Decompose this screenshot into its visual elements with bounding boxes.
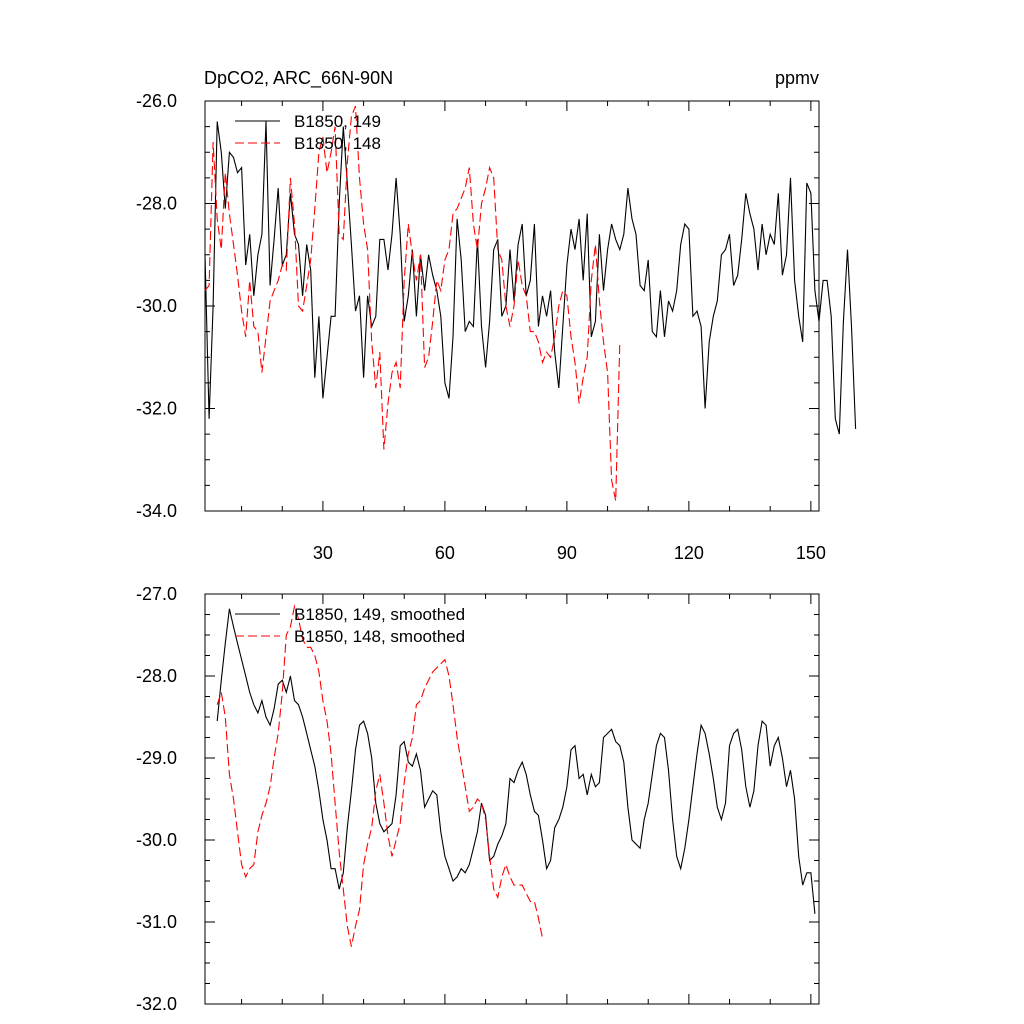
y-tick-label: -34.0 [136,501,177,521]
y-tick-label: -30.0 [136,296,177,316]
plot-frame-bottom [204,593,820,1005]
legend-top: B1850, 149 B1850, 148 [235,112,381,153]
chart-title: DpCO2, ARC_66N-90N [204,68,393,89]
series-group-bottom [216,604,816,947]
top-panel: DpCO2, ARC_66N-90N ppmv -34.0-32.0-30.0-… [136,68,857,563]
x-tick-label: 30 [313,543,333,563]
x-tick-label: 150 [796,543,826,563]
series-group-top [204,105,857,501]
axis-ticks-bottom: -32.0 -31.0 -30.0 -29.0 -28.0 -27.0 [136,584,819,1014]
legend-bottom: B1850, 149, smoothed B1850, 148, smoothed [235,605,465,646]
y-tick-label: -26.0 [136,91,177,111]
series-line-2 [204,105,621,501]
series-line-2 [216,604,544,947]
y-tick-label: -28.0 [136,194,177,214]
y-tick-label: -32.0 [136,994,177,1014]
axis-ticks-top: -34.0 -32.0 -30.0 -28.0 -26.0 30 60 90 120 150 [136,91,826,563]
bottom-panel: -32.0 -31.0 -30.0 -29.0 -28.0 -27.0 B1850, 14… [136,584,820,1014]
units-label: ppmv [775,68,819,88]
plot-frame-top [204,100,820,512]
series-line-1 [216,608,816,914]
legend-label: B1850, 149, smoothed [294,605,465,624]
legend-label: B1850, 148, smoothed [294,627,465,646]
y-tick-label: -32.0 [136,399,177,419]
y-tick-label: -28.0 [136,666,177,686]
legend-label: B1850, 148 [294,134,381,153]
y-tick-label: -31.0 [136,912,177,932]
x-tick-label: 90 [557,543,577,563]
y-tick-label: -30.0 [136,830,177,850]
y-tick-label: -29.0 [136,748,177,768]
legend-label: B1850, 149 [294,112,381,131]
x-tick-label: 120 [674,543,704,563]
y-tick-label: -27.0 [136,584,177,604]
series-line-1 [204,121,857,435]
x-tick-label: 60 [435,543,455,563]
